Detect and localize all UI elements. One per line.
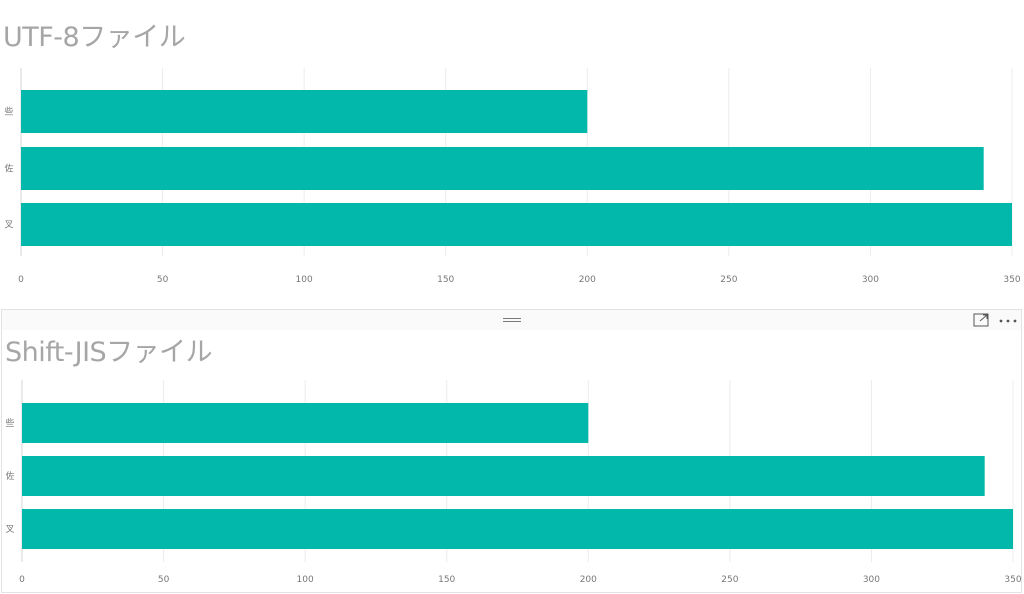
x-tick-label: 350 xyxy=(1004,575,1021,585)
bar-chart-visual-utf8[interactable]: UTF-8ファイル 些佐叉 0 50 100 150 200 250 300 350 xyxy=(0,0,1024,300)
x-tick-label: 0 xyxy=(18,275,24,285)
x-tick-label: 350 xyxy=(1003,275,1020,285)
x-tick-label: 100 xyxy=(296,275,313,285)
bar-3[interactable] xyxy=(22,509,1013,549)
bar-3[interactable] xyxy=(21,203,1012,246)
x-tick-label: 150 xyxy=(437,275,454,285)
x-tick-label: 250 xyxy=(721,575,738,585)
focus-mode-icon[interactable] xyxy=(972,312,990,328)
drag-handle-icon[interactable] xyxy=(503,317,521,323)
bar-chart-visual-shiftjis[interactable]: Shift-JISファイル 些佐叉 0 50 100 150 200 250 300 350 xyxy=(1,309,1022,593)
x-tick-label: 200 xyxy=(579,275,596,285)
bar-2[interactable] xyxy=(22,456,985,496)
x-tick-label: 50 xyxy=(157,275,169,285)
bar-chart: 些佐叉 0 50 100 150 200 250 300 350 xyxy=(4,68,1021,285)
x-tick-label: 150 xyxy=(438,575,455,585)
x-tick-label: 250 xyxy=(720,275,737,285)
x-tick-label: 200 xyxy=(580,575,597,585)
x-tick-label: 100 xyxy=(297,575,314,585)
chart-title: Shift-JISファイル xyxy=(5,337,213,368)
more-options-icon[interactable] xyxy=(997,312,1019,328)
bar-1[interactable] xyxy=(22,403,589,443)
category-label: 佐 xyxy=(5,470,14,482)
bar-chart: 些佐叉 0 50 100 150 200 250 300 350 xyxy=(5,380,1022,585)
x-tick-label: 50 xyxy=(158,575,170,585)
category-label: 些 xyxy=(5,417,14,429)
x-tick-label: 0 xyxy=(19,575,25,585)
category-label: 叉 xyxy=(5,524,14,535)
bar-2[interactable] xyxy=(21,147,984,190)
x-tick-label: 300 xyxy=(863,575,880,585)
category-label: 叉 xyxy=(4,220,13,231)
category-label: 佐 xyxy=(4,163,13,175)
chart-title: UTF-8ファイル xyxy=(3,22,186,53)
bar-1[interactable] xyxy=(21,90,588,133)
x-tick-label: 300 xyxy=(862,275,879,285)
visual-header xyxy=(2,310,1021,330)
category-label: 些 xyxy=(4,106,13,118)
